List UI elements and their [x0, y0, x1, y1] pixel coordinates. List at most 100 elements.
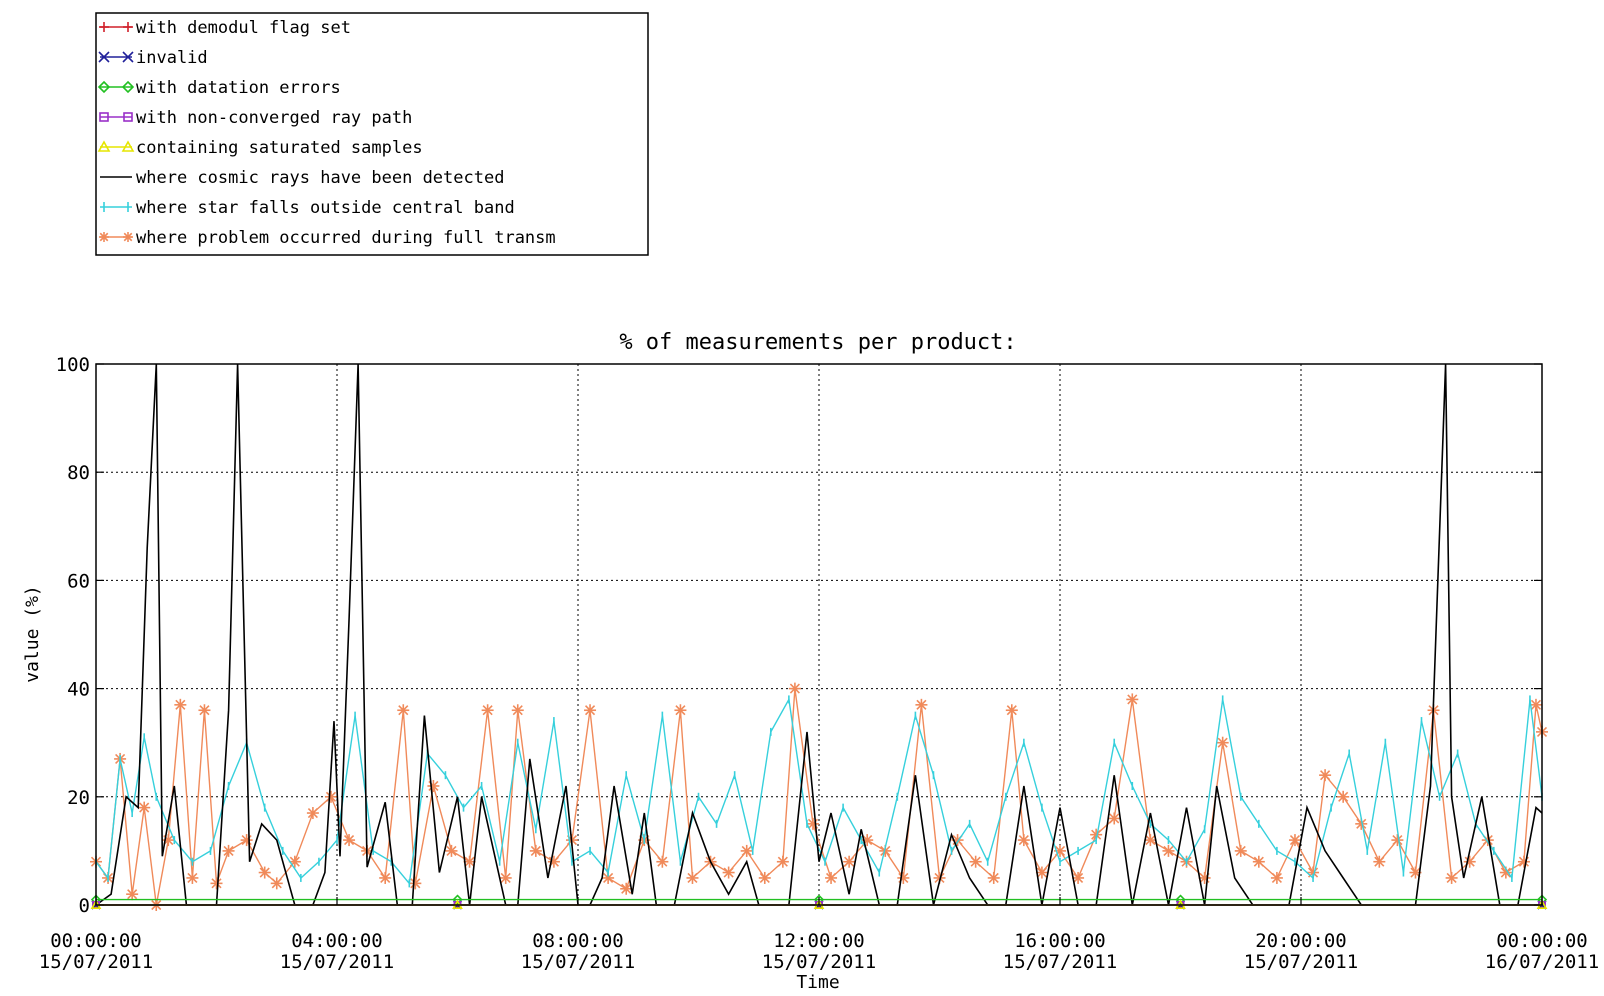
legend-label: containing saturated samples [136, 138, 423, 158]
data-point [1234, 844, 1247, 857]
legend-item: where star falls outside central band [100, 198, 515, 218]
data-point [1108, 812, 1121, 825]
x-tick-date-label: 15/07/2011 [280, 951, 394, 973]
data-point [656, 855, 669, 868]
legend-marker-icon [123, 22, 133, 32]
data-point [126, 888, 139, 901]
x-tick-date-label: 15/07/2011 [1003, 951, 1117, 973]
legend-marker-icon [123, 112, 133, 122]
x-tick-date-label: 15/07/2011 [1244, 951, 1358, 973]
data-point [1319, 769, 1332, 782]
y-tick-label: 20 [67, 787, 90, 809]
x-tick-time-label: 16:00:00 [1014, 930, 1106, 952]
data-point [1270, 871, 1283, 884]
legend-label: where star falls outside central band [136, 198, 515, 218]
legend-marker-icon [123, 232, 133, 242]
data-point [620, 882, 633, 895]
data-point [409, 877, 422, 890]
data-point [1252, 855, 1265, 868]
data-point [1175, 894, 1186, 905]
legend-marker-icon [97, 80, 111, 94]
legend-box [95, 12, 649, 256]
data-point [210, 877, 223, 890]
data-point [843, 855, 856, 868]
data-point [1288, 834, 1301, 847]
legend-marker-icon [121, 140, 135, 152]
data-point [499, 871, 512, 884]
legend-label: where problem occurred during full trans… [136, 228, 556, 248]
data-point [1162, 844, 1175, 857]
data-point [1072, 871, 1085, 884]
legend-marker-icon [121, 80, 135, 94]
data-point [987, 871, 1000, 884]
x-axis-label: Time [796, 972, 839, 993]
data-point [740, 844, 753, 857]
legend-label: invalid [136, 48, 208, 68]
data-point [861, 834, 874, 847]
data-point [1005, 704, 1018, 717]
data-point [686, 871, 699, 884]
legend-marker-icon [98, 51, 110, 63]
legend-marker-icon [97, 140, 111, 152]
chart-title: % of measurements per product: [619, 330, 1016, 355]
data-point [1216, 736, 1229, 749]
y-axis-label: value (%) [22, 585, 43, 683]
data-point [584, 704, 597, 717]
legend-item: with non-converged ray path [99, 108, 412, 128]
data-point [915, 698, 928, 711]
y-tick-label: 100 [56, 354, 90, 376]
data-point [306, 807, 319, 820]
y-tick-label: 40 [67, 679, 90, 701]
legend-marker-icon [99, 22, 109, 32]
data-point [758, 871, 771, 884]
data-point [897, 871, 910, 884]
data-point [1144, 834, 1157, 847]
data-point [1126, 693, 1139, 706]
data-point [1337, 790, 1350, 803]
x-tick-date-label: 15/07/2011 [39, 951, 153, 973]
data-point [1391, 834, 1404, 847]
data-point [969, 855, 982, 868]
data-point [1035, 866, 1048, 879]
data-point [138, 801, 151, 814]
data-point [722, 866, 735, 879]
x-tick-time-label: 12:00:00 [773, 930, 865, 952]
data-point [481, 704, 494, 717]
legend-item: with datation errors [97, 78, 341, 98]
data-point [529, 844, 542, 857]
legend: with demodul flag set invalid with datatio… [95, 12, 649, 256]
data-point [379, 871, 392, 884]
data-point [452, 894, 463, 905]
y-tick-label: 80 [67, 462, 90, 484]
y-tick-label: 0 [79, 895, 90, 917]
data-point [879, 844, 892, 857]
data-point [174, 698, 187, 711]
data-point [1017, 834, 1030, 847]
legend-label: with datation errors [136, 78, 341, 98]
x-tick-date-label: 16/07/2011 [1485, 951, 1599, 973]
data-point [1445, 871, 1458, 884]
y-tick-label: 60 [67, 570, 90, 592]
legend-label: where cosmic rays have been detected [136, 168, 504, 188]
data-point [343, 834, 356, 847]
data-point [776, 855, 789, 868]
data-point [445, 844, 458, 857]
data-point [1307, 866, 1320, 879]
x-tick-time-label: 04:00:00 [291, 930, 383, 952]
legend-item: where cosmic rays have been detected [100, 168, 504, 188]
data-point [511, 704, 524, 717]
x-tick-date-label: 15/07/2011 [762, 951, 876, 973]
legend-item: with demodul flag set [99, 18, 351, 38]
legend-item: where problem occurred during full trans… [99, 228, 556, 248]
x-tick-date-label: 15/07/2011 [521, 951, 635, 973]
data-point [258, 866, 271, 879]
x-tick-time-label: 00:00:00 [50, 930, 142, 952]
legend-marker-icon [122, 51, 134, 63]
data-point [186, 871, 199, 884]
legend-item: containing saturated samples [97, 138, 423, 158]
x-tick-time-label: 08:00:00 [532, 930, 624, 952]
data-point [222, 844, 235, 857]
legend-marker-icon [99, 112, 109, 122]
legend-marker-icon [99, 232, 109, 242]
